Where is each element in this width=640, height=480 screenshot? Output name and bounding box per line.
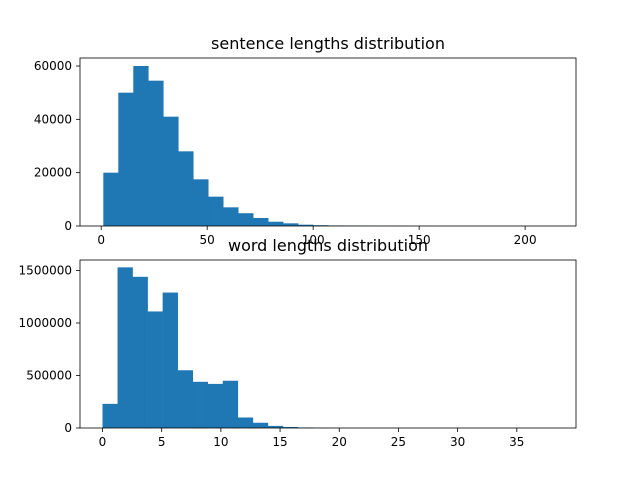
sentence-lengths-histogram: 0 50 100 150 200 0 20000 40000 60000 sentence len… xyxy=(34,34,577,247)
chart-title: word lengths distribution xyxy=(228,236,428,255)
x-tick-label: 200 xyxy=(514,233,537,247)
x-tick-label: 30 xyxy=(450,435,465,449)
chart-title: sentence lengths distribution xyxy=(211,34,445,53)
axes-frame xyxy=(79,259,577,429)
histogram-bar xyxy=(193,179,209,226)
histogram-bar xyxy=(207,383,224,428)
histogram-bar xyxy=(133,66,149,226)
x-tick-label: 10 xyxy=(213,435,228,449)
histogram-bar xyxy=(162,292,178,428)
y-tick-label: 0 xyxy=(64,421,72,435)
y-tick-label: 0 xyxy=(64,219,72,233)
histogram-bar xyxy=(282,426,299,428)
histogram-bar xyxy=(253,218,269,226)
y-tick-label: 1500000 xyxy=(19,264,72,278)
axes-frame xyxy=(79,57,577,227)
histogram-bar xyxy=(148,80,164,227)
histogram-bar xyxy=(177,370,193,428)
word-lengths-histogram: 0 5 10 15 20 25 30 35 0 500000 1000000 1500000 word … xyxy=(19,236,577,449)
y-tick-label: 40000 xyxy=(34,112,72,126)
x-tick-label: 100 xyxy=(302,233,325,247)
histogram-bar xyxy=(132,276,148,428)
x-tick-label: 5 xyxy=(158,435,166,449)
histogram-bar xyxy=(103,172,119,226)
x-tick-label: 50 xyxy=(200,233,215,247)
x-tick-label: 0 xyxy=(97,233,105,247)
y-tick-label: 60000 xyxy=(34,59,72,73)
histogram-bar xyxy=(178,151,194,226)
histogram-bar xyxy=(222,380,239,428)
x-tick-label: 20 xyxy=(332,435,347,449)
histogram-bar xyxy=(192,381,209,428)
y-tick-label: 20000 xyxy=(34,166,72,180)
histogram-bar xyxy=(298,224,314,226)
histogram-bar xyxy=(252,422,269,428)
histogram-bar xyxy=(283,223,299,226)
histogram-bar xyxy=(208,196,224,226)
histogram-bar xyxy=(268,221,284,226)
histogram-bar xyxy=(223,207,239,226)
x-tick-label: 15 xyxy=(272,435,287,449)
x-tick-label: 150 xyxy=(408,233,431,247)
y-tick-label: 1000000 xyxy=(19,316,72,330)
histogram-bar xyxy=(238,213,254,226)
histogram-bar xyxy=(267,425,284,428)
x-tick-label: 0 xyxy=(99,435,107,449)
histogram-bar xyxy=(117,267,133,428)
histogram-bar xyxy=(163,116,179,226)
y-tick-label: 500000 xyxy=(26,369,72,383)
x-tick-label: 35 xyxy=(509,435,524,449)
histogram-bar xyxy=(147,311,163,428)
histogram-bar xyxy=(237,417,254,428)
histogram-bar xyxy=(118,92,134,227)
histogram-bar xyxy=(102,403,118,428)
x-tick-label: 25 xyxy=(391,435,406,449)
